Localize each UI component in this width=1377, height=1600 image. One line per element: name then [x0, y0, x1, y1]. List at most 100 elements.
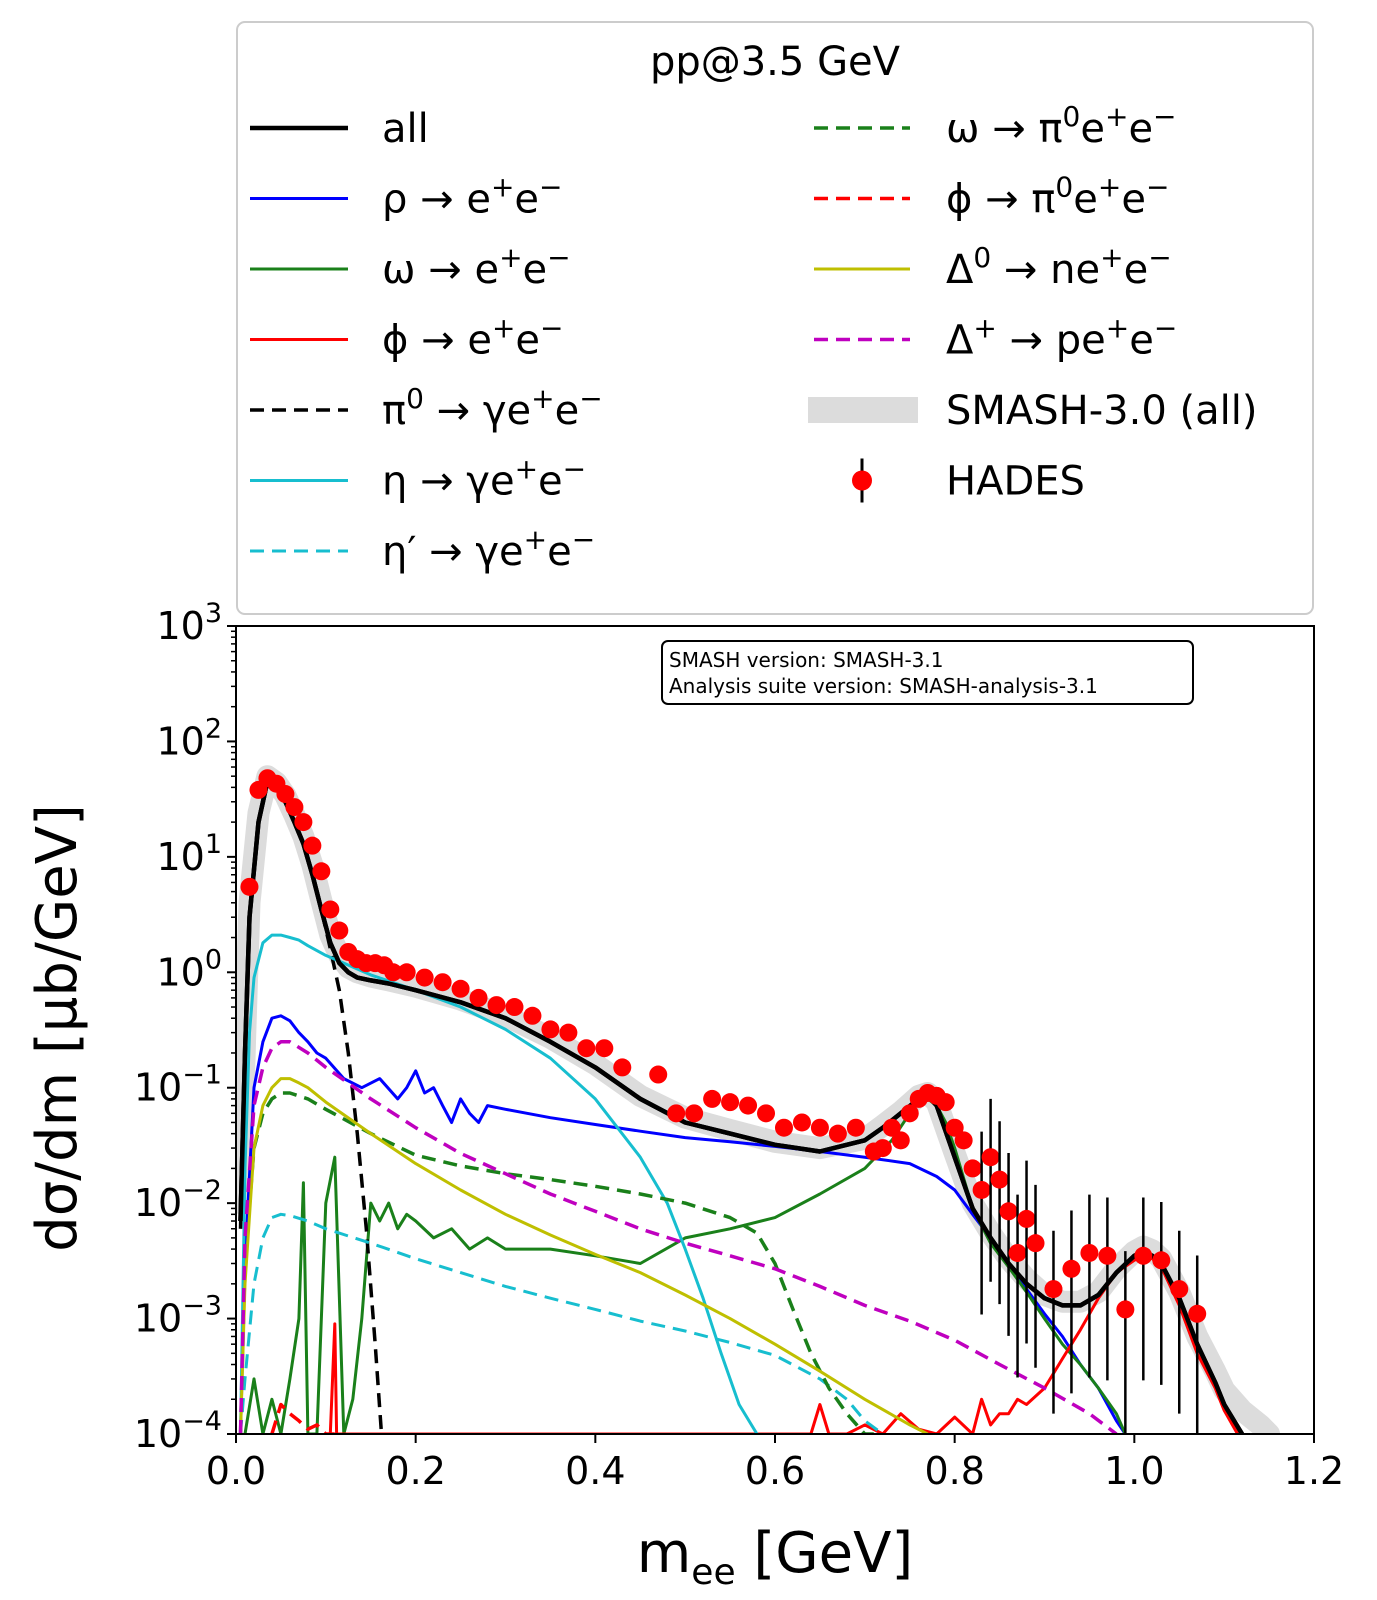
hades-point — [1017, 1209, 1036, 1228]
hades-point — [285, 798, 304, 817]
hades-point — [810, 1118, 829, 1137]
hades-point — [240, 877, 259, 896]
hades-point — [891, 1131, 910, 1150]
legend-label-smash30: SMASH-3.0 (all) — [946, 388, 1257, 434]
hades-point — [1116, 1300, 1135, 1319]
hades-point — [312, 862, 331, 881]
hades-point — [900, 1104, 919, 1123]
hades-point — [981, 1148, 1000, 1167]
hades-point — [397, 963, 416, 982]
annotation-frame — [661, 640, 1194, 705]
hades-point — [505, 998, 524, 1017]
legend-label-phi: ϕ → e+e− — [382, 312, 564, 364]
series-delta0-line — [239, 1077, 929, 1434]
hades-point — [1008, 1243, 1027, 1262]
hades-point — [415, 968, 434, 987]
hades-point — [487, 996, 506, 1015]
hades-point — [954, 1131, 973, 1150]
series-etaprime-line — [239, 1212, 884, 1434]
x-tick-label: 1.2 — [1284, 1449, 1344, 1493]
hades-point — [757, 1104, 776, 1123]
plot-area: 0.0 0.2 0.4 0.6 0.8 1.0 1.2 10−410−310−210−110… — [134, 598, 1344, 1493]
svg-text:mee [GeV]: mee [GeV] — [637, 1521, 914, 1593]
hades-point — [972, 1180, 991, 1199]
hades-point — [595, 1039, 614, 1058]
hades-point — [1152, 1251, 1171, 1270]
x-axis: 0.0 0.2 0.4 0.6 0.8 1.0 1.2 — [206, 1434, 1344, 1493]
hades-point — [936, 1093, 955, 1112]
legend-label-eta: η → γe+e− — [382, 453, 586, 505]
x-tick-label: 0.8 — [924, 1449, 984, 1493]
series-phi_dalitz-line — [270, 1402, 335, 1434]
y-tick-label: 102 — [156, 713, 222, 763]
x-tick-label: 1.0 — [1104, 1449, 1164, 1493]
hades-point — [1098, 1246, 1117, 1265]
legend-label-pi0: π0 → γe+e− — [382, 382, 603, 434]
legend-label-all: all — [382, 106, 429, 152]
hades-point — [990, 1170, 1009, 1189]
hades-point — [303, 836, 322, 855]
hades-point — [1134, 1246, 1153, 1265]
hades-point — [649, 1065, 668, 1084]
y-tick-label: 10−1 — [134, 1060, 222, 1110]
hades-point — [1170, 1280, 1189, 1299]
legend-entries: all ρ → e+e− ω → e+e− ϕ → e+e− π0 → γe+e− η →… — [250, 100, 1257, 575]
hades-point — [276, 785, 295, 804]
hades-point — [792, 1113, 811, 1132]
series-eta-line — [239, 933, 759, 1434]
hades-point — [1044, 1280, 1063, 1299]
hades-point — [685, 1104, 704, 1123]
version-annotation: SMASH version: SMASH-3.1 Analysis suite … — [661, 640, 1194, 705]
hades-point — [1188, 1304, 1207, 1323]
y-tick-label: 101 — [156, 829, 222, 879]
hades-point — [703, 1089, 722, 1108]
hades-point — [469, 988, 488, 1007]
hades-point — [330, 921, 349, 940]
y-axis: 10−4 10−3 10−2 10−1 100 101 102 103 — [134, 598, 236, 1456]
hades-point — [451, 979, 470, 998]
y-tick-label: 10−4 — [134, 1406, 222, 1456]
hades-point — [577, 1039, 596, 1058]
hades-point — [721, 1093, 740, 1112]
hades-point — [774, 1118, 793, 1137]
hades-point — [846, 1118, 865, 1137]
hades-point — [882, 1118, 901, 1137]
annotation-line-1: SMASH version: SMASH-3.1 — [669, 648, 943, 672]
legend-label-phi_dalitz: ϕ → π0e+e− — [946, 171, 1169, 223]
legend-label-etaprime: η′ → γe+e− — [382, 523, 595, 575]
series-deltaplus-line — [238, 1040, 1118, 1434]
hades-point — [613, 1058, 632, 1077]
hades-point — [1080, 1243, 1099, 1262]
x-tick-label: 0.6 — [745, 1449, 805, 1493]
legend-label-rho: ρ → e+e− — [382, 171, 563, 223]
legend-title: pp@3.5 GeV — [650, 39, 901, 85]
hades-point — [1062, 1259, 1081, 1278]
plot-frame — [235, 625, 1315, 1435]
series-omega_dalitz-line — [238, 1091, 874, 1434]
legend-label-hades: HADES — [946, 459, 1085, 505]
legend-label-omega_dalitz: ω → π0e+e− — [946, 100, 1177, 152]
x-tick-label: 0.0 — [206, 1449, 266, 1493]
hades-point — [963, 1159, 982, 1178]
legend-swatch-hades — [852, 470, 872, 491]
hades-point — [873, 1139, 892, 1158]
hades-point — [541, 1020, 560, 1039]
y-tick-label: 103 — [156, 598, 222, 648]
hades-point — [999, 1202, 1018, 1221]
legend-label-delta0: Δ0 → ne+e− — [946, 241, 1172, 293]
annotation-line-2: Analysis suite version: SMASH-analysis-3… — [669, 674, 1098, 698]
hades-point — [523, 1006, 542, 1025]
hades-point — [559, 1023, 578, 1042]
x-tick-label: 0.4 — [565, 1449, 625, 1493]
y-axis-label-text: dσ/dm [μb/GeV] — [25, 804, 90, 1252]
hades-point — [384, 963, 403, 982]
hades-layer — [240, 769, 1207, 1434]
y-tick-label: 10−3 — [134, 1291, 222, 1341]
y-axis-label: dσ/dm [μb/GeV] — [25, 804, 90, 1252]
hades-point — [667, 1104, 686, 1123]
hades-point — [433, 973, 452, 992]
hades-point — [828, 1124, 847, 1143]
hades-point — [945, 1118, 964, 1137]
legend-label-omega: ω → e+e− — [382, 241, 571, 293]
